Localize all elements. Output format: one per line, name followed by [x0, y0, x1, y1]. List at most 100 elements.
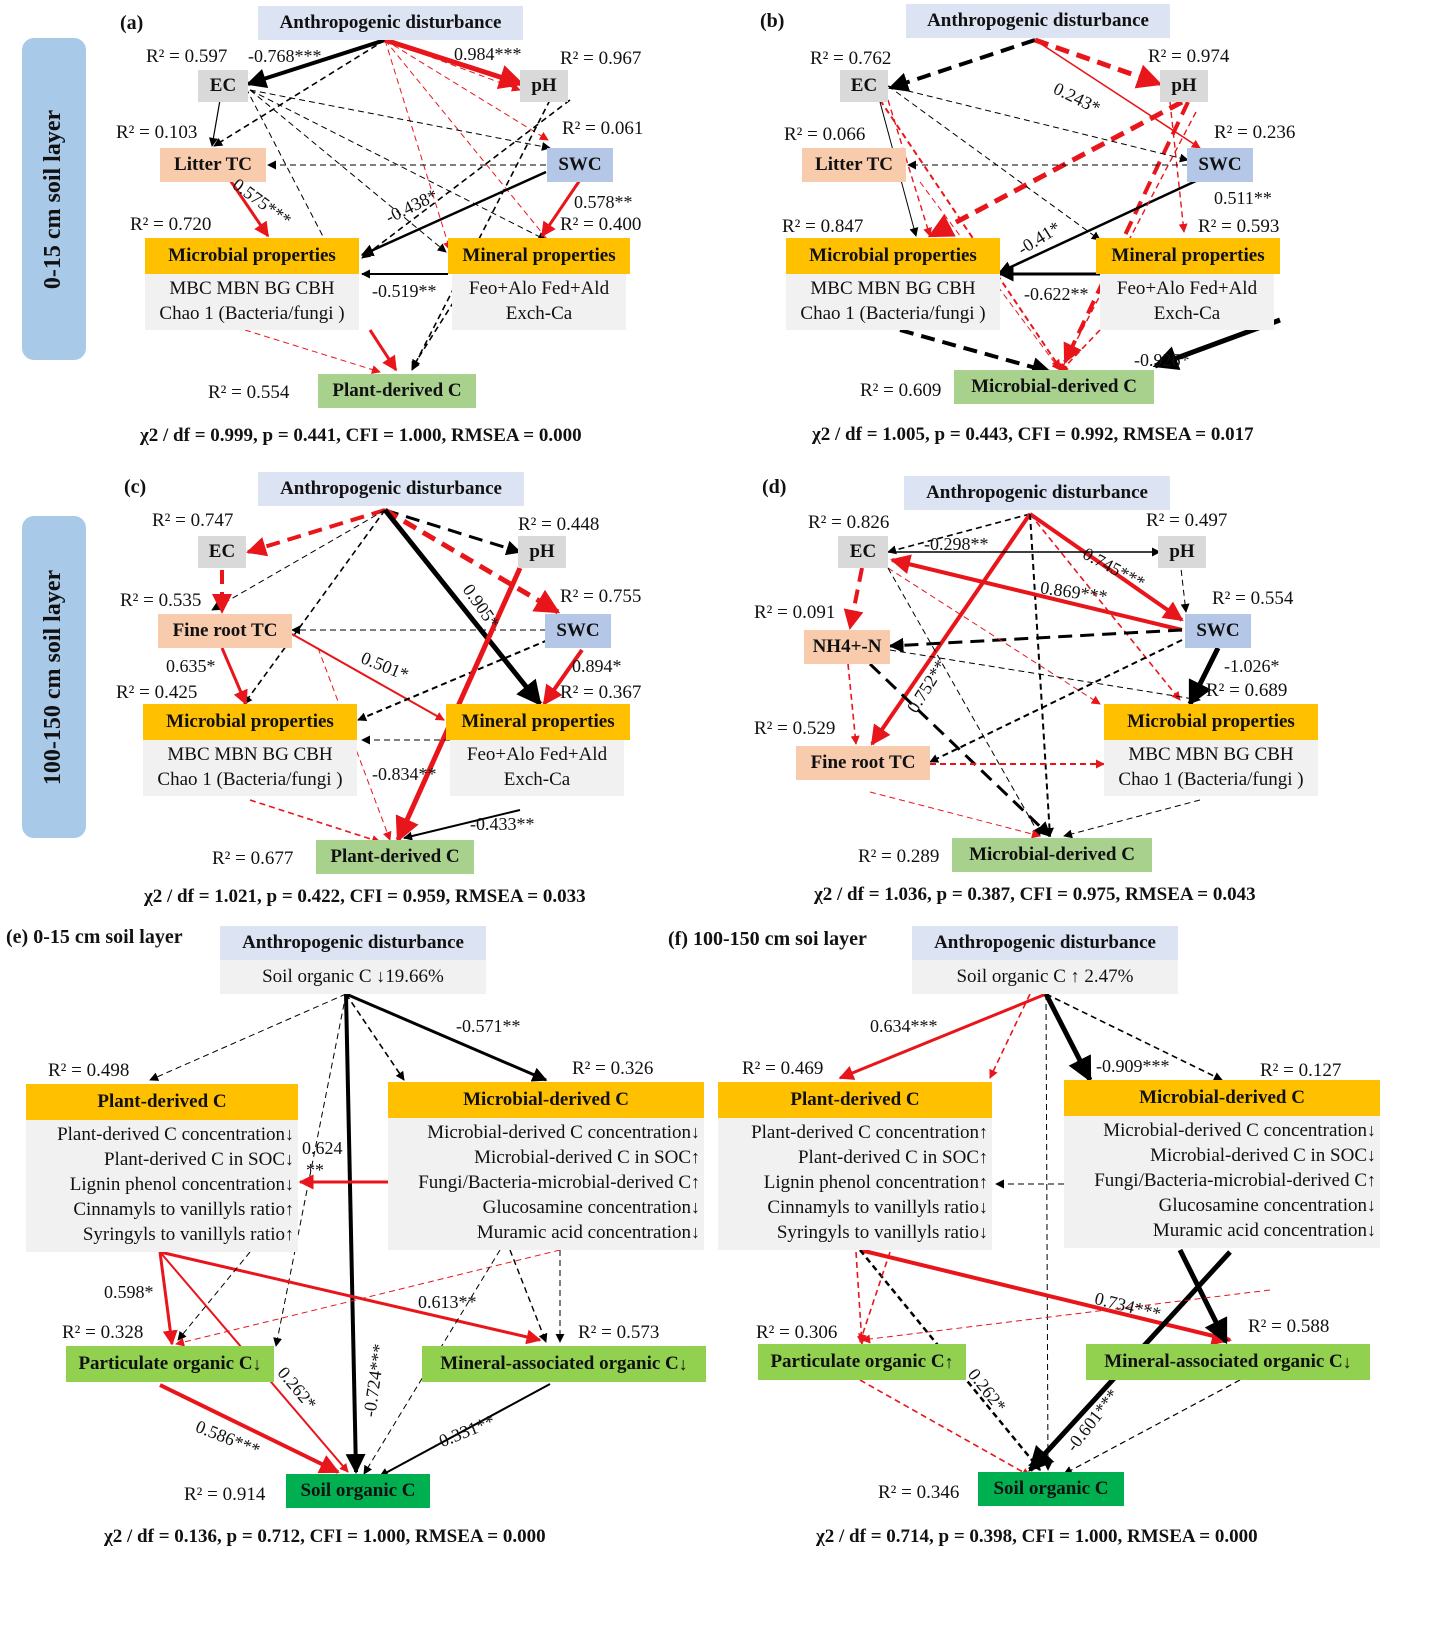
f-r2-micro: R² = 0.127 — [1260, 1060, 1342, 1081]
d-coef-5: -1.026* — [1224, 656, 1280, 676]
f-maoc-node: Mineral-associated organic C ↓ — [1086, 1344, 1370, 1380]
f-micro-item-5: Muramic acid concentration↓ — [1152, 1220, 1376, 1241]
c-plant-c-node: Plant-derived C — [316, 840, 474, 874]
path-arrow — [368, 329, 398, 372]
b-r2-litter: R² = 0.066 — [784, 124, 866, 145]
path-arrow — [213, 39, 386, 147]
path-arrow — [177, 1251, 251, 1341]
c-mineral-sub1: Feo+Alo Fed+Ald — [466, 744, 608, 765]
direction-arrow-icon: ↑ — [285, 1199, 294, 1219]
e-r2-micro: R² = 0.326 — [572, 1058, 654, 1079]
d-r2-fr: R² = 0.529 — [754, 718, 836, 739]
f-micro-list: Microbial-derived C concentration↓ Micro… — [1064, 1116, 1380, 1248]
path-arrow — [542, 648, 584, 706]
direction-arrow-icon: ↓ — [691, 1222, 700, 1242]
path-arrow — [345, 992, 548, 1082]
e-fit-stats: χ2 / df = 0.136, p = 0.712, CFI = 1.000,… — [104, 1526, 546, 1547]
b-r2-ph: R² = 0.974 — [1148, 46, 1230, 67]
path-arrow — [1043, 992, 1093, 1083]
path-arrow — [175, 1249, 561, 1347]
e-micro-item-1: Microbial-derived C concentration↓ — [427, 1122, 700, 1143]
e-plant-list: Plant-derived C concentration↓ Plant-der… — [26, 1120, 298, 1252]
path-arrow — [344, 993, 366, 1474]
f-r2-poc: R² = 0.306 — [756, 1322, 838, 1343]
f-soc-change: Soil organic C ↑ 2.47% — [912, 960, 1178, 994]
path-arrow — [249, 89, 547, 241]
d-disturbance-node: Anthropogenic disturbance — [904, 476, 1170, 510]
path-arrow — [383, 508, 542, 706]
path-arrow — [888, 38, 1036, 92]
a-microbial-sub: MBC MBN BG CBH Chao 1 (Bacteria/fungi ) — [145, 274, 359, 330]
path-arrow — [887, 513, 1031, 555]
path-arrow — [1034, 37, 1163, 89]
a-micro-sub1: MBC MBN BG CBH — [169, 278, 335, 299]
panel-f-label: (f) 100-150 cm soi layer — [668, 928, 867, 950]
d-microbial-c-node: Microbial-derived C — [952, 838, 1152, 872]
f-micro-item-1: Microbial-derived C concentration↓ — [1103, 1120, 1376, 1141]
side-tab-top: 0-15 cm soil layer — [22, 38, 86, 360]
a-r2-plant: R² = 0.554 — [208, 382, 290, 403]
path-arrow — [887, 85, 1189, 163]
e-microbial-c-node: Microbial-derived C — [388, 1082, 704, 1118]
a-disturbance-node: Anthropogenic disturbance — [258, 6, 523, 40]
d-microbial-node: Microbial properties — [1104, 704, 1318, 740]
e-coef-2: 0.624 — [302, 1138, 343, 1158]
path-arrow — [838, 992, 1047, 1080]
e-micro-item-3: Fungi/Bacteria-microbial-derived C↑ — [418, 1172, 700, 1193]
b-r2-swc: R² = 0.236 — [1214, 122, 1296, 143]
d-fine-root-node: Fine root TC — [796, 746, 930, 780]
f-disturbance-node: Anthropogenic disturbance — [912, 926, 1178, 960]
direction-arrow-icon: ↓ — [1367, 1220, 1376, 1240]
c-r2-ph: R² = 0.448 — [518, 514, 600, 535]
path-arrow — [889, 649, 1201, 704]
side-tab-bottom: 100-150 cm soil layer — [22, 516, 86, 838]
d-ph-node: pH — [1158, 536, 1206, 568]
d-swc-node: SWC — [1185, 614, 1251, 648]
path-arrow — [361, 99, 571, 259]
b-r2-ec: R² = 0.762 — [810, 48, 892, 69]
b-micro-sub2: Chao 1 (Bacteria/fungi ) — [800, 303, 986, 324]
c-r2-fr: R² = 0.535 — [120, 590, 202, 611]
b-ph-node: pH — [1160, 70, 1208, 102]
b-litter-node: Litter TC — [802, 148, 906, 182]
e-coef-4: 0.598* — [104, 1282, 154, 1302]
path-arrow — [411, 99, 551, 371]
path-arrow — [868, 662, 1052, 838]
a-r2-mineral: R² = 0.400 — [560, 214, 642, 235]
path-arrow — [220, 647, 248, 706]
c-coef-5: -0.834** — [372, 764, 437, 784]
path-arrow — [887, 85, 1101, 241]
d-fit-stats: χ2 / df = 1.036, p = 0.387, CFI = 0.975,… — [814, 884, 1256, 905]
direction-arrow-icon: ↑ — [691, 1172, 700, 1192]
path-arrow — [1034, 39, 1201, 149]
a-swc-node: SWC — [547, 148, 613, 182]
path-arrow — [208, 99, 221, 147]
path-arrow — [929, 639, 1183, 763]
b-r2-mcarbon: R² = 0.609 — [860, 380, 942, 401]
path-arrow — [159, 1383, 340, 1474]
f-plant-c-node: Plant-derived C — [718, 1082, 992, 1118]
d-r2-ec: R² = 0.826 — [808, 512, 890, 533]
path-arrow — [927, 99, 1184, 239]
path-arrow — [899, 328, 1052, 377]
b-microbial-sub: MBC MBN BG CBH Chao 1 (Bacteria/fungi ) — [786, 274, 1000, 330]
b-coef-2: 0.511** — [1214, 188, 1272, 208]
e-coef-5: 0.613** — [418, 1292, 477, 1312]
side-label-top: 0-15 cm soil layer — [40, 109, 67, 289]
a-mineral-sub2: Exch-Ca — [505, 303, 573, 324]
path-arrow — [384, 37, 525, 90]
path-arrow — [859, 1379, 1031, 1477]
path-arrow — [858, 1251, 891, 1343]
f-micro-item-4: Glucosamine concentration↓ — [1158, 1195, 1376, 1216]
f-plant-item-2: Plant-derived C in SOC↑ — [797, 1147, 988, 1168]
direction-arrow-icon: ↓ — [979, 1197, 988, 1217]
c-fine-root-node: Fine root TC — [158, 614, 292, 648]
b-mineral-node: Mineral properties — [1096, 238, 1280, 274]
direction-arrow-icon: ↑ — [285, 1224, 294, 1244]
path-arrow — [890, 554, 1183, 632]
d-r2-nh4: R² = 0.091 — [754, 602, 836, 623]
direction-arrow-icon: ↓ — [1342, 1351, 1352, 1372]
d-microbial-sub: MBC MBN BG CBH Chao 1 (Bacteria/fungi ) — [1104, 740, 1318, 796]
e-micro-item-2: Microbial-derived C in SOC↑ — [474, 1147, 700, 1168]
c-coef-1: 0.635* — [166, 656, 216, 676]
